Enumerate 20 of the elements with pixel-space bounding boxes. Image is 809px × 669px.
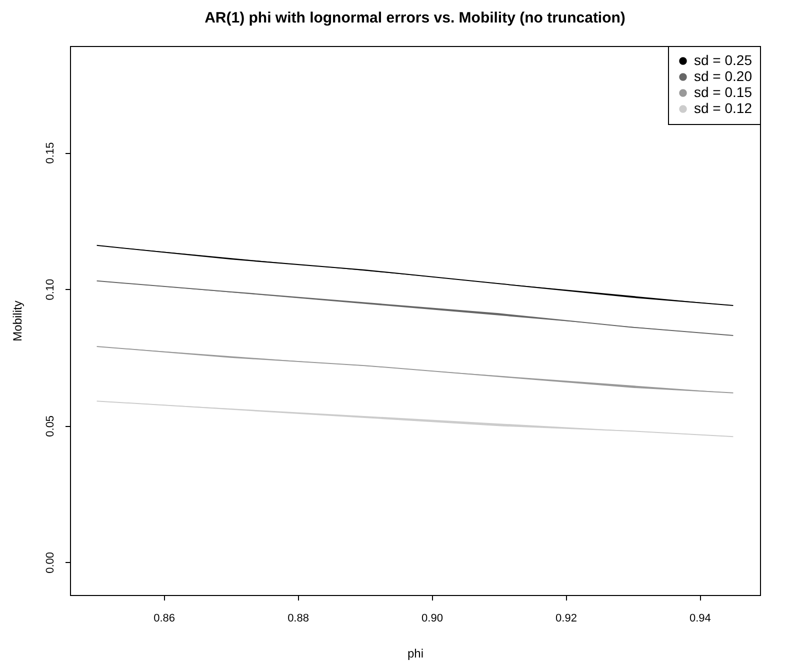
x-tick-label: 0.90 (422, 612, 443, 624)
x-axis-title: phi (407, 646, 424, 660)
legend-label: sd = 0.20 (694, 68, 752, 84)
y-axis-title: Mobility (10, 300, 24, 342)
legend-label: sd = 0.25 (694, 52, 752, 68)
y-tick-label: 0.00 (44, 552, 56, 574)
x-tick-label: 0.88 (288, 612, 309, 624)
y-tick-label: 0.10 (44, 278, 56, 300)
x-tick-label: 0.86 (154, 612, 175, 624)
x-tick-label: 0.94 (690, 612, 711, 624)
y-tick-label: 0.15 (44, 142, 56, 164)
legend-label: sd = 0.12 (694, 100, 752, 116)
line-series (96, 244, 734, 306)
line-series (96, 346, 734, 394)
line-series (96, 400, 734, 438)
line-series (96, 280, 734, 336)
chart-title: AR(1) phi with lognormal errors vs. Mobility (no truncation) (204, 10, 626, 26)
y-tick-label: 0.05 (44, 415, 56, 437)
x-tick-label: 0.92 (556, 612, 577, 624)
legend-label: sd = 0.15 (694, 84, 752, 100)
